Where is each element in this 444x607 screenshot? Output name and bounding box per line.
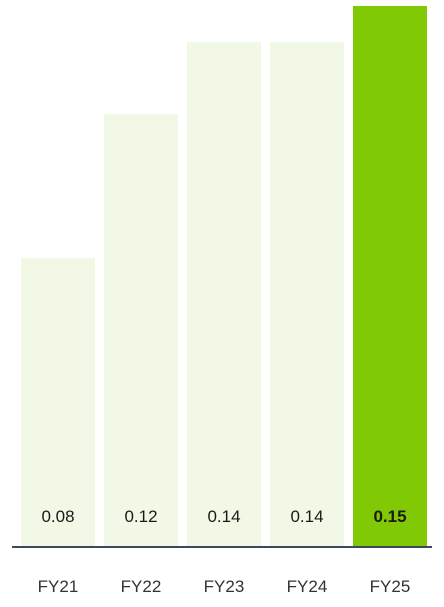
value-label-fy22: 0.12 <box>124 507 157 526</box>
bar-fy25 <box>353 6 427 546</box>
value-label-fy23: 0.14 <box>207 507 240 526</box>
x-tick-label-fy24: FY24 <box>287 577 328 596</box>
value-label-fy24: 0.14 <box>290 507 323 526</box>
bar-fy22 <box>104 114 178 546</box>
x-tick-label-fy22: FY22 <box>121 577 162 596</box>
bars-group <box>21 6 427 546</box>
value-label-fy25: 0.15 <box>373 507 406 526</box>
value-labels-group: 0.08 0.12 0.14 0.14 0.15 <box>41 507 406 526</box>
bar-fy21 <box>21 258 95 546</box>
x-tick-label-fy21: FY21 <box>38 577 79 596</box>
bar-fy23 <box>187 42 261 546</box>
x-tick-label-fy23: FY23 <box>204 577 245 596</box>
x-tick-label-fy25: FY25 <box>370 577 411 596</box>
x-tick-labels-group: FY21 FY22 FY23 FY24 FY25 <box>38 577 411 596</box>
value-label-fy21: 0.08 <box>41 507 74 526</box>
bar-fy24 <box>270 42 344 546</box>
